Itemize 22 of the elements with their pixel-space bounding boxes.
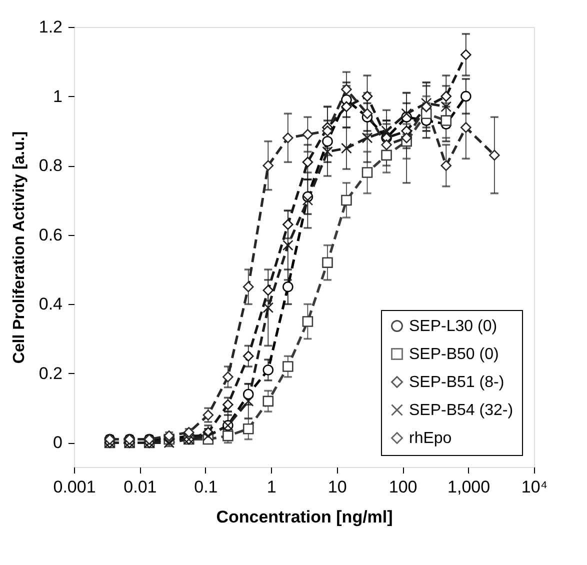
y-tick-label: 0.2 [38,364,62,383]
y-tick-label: 0.8 [38,156,62,176]
y-tick-label: 0.6 [38,225,62,244]
y-tick-label: 1 [53,86,62,106]
legend-label: SEP-B51 (8-) [409,374,504,391]
legend-label: SEP-B50 (0) [409,346,499,363]
x-tick-label: 10 [328,478,347,496]
legend-label: SEP-L30 (0) [409,318,498,335]
legend-label: SEP-B54 (32-) [409,402,514,419]
legend-label: rhEpo [409,430,452,447]
y-tick-label: 0.4 [38,294,62,314]
x-tick-label: 100 [388,478,418,496]
y-axis-title: Cell Proliferation Activity [a.u.] [10,131,28,364]
x-tick-label: 10⁴ [521,478,548,496]
x-tick-label: 1,000 [448,478,490,496]
y-tick-label: 1.2 [38,18,62,36]
x-tick-label: 0.001 [53,478,96,496]
x-axis-title: Concentration [ng/ml] [216,508,393,526]
x-tick-label: 1 [266,478,276,496]
y-tick-label: 0 [53,433,62,452]
x-tick-label: 0.1 [194,478,218,496]
x-tick-label: 0.01 [124,478,157,496]
